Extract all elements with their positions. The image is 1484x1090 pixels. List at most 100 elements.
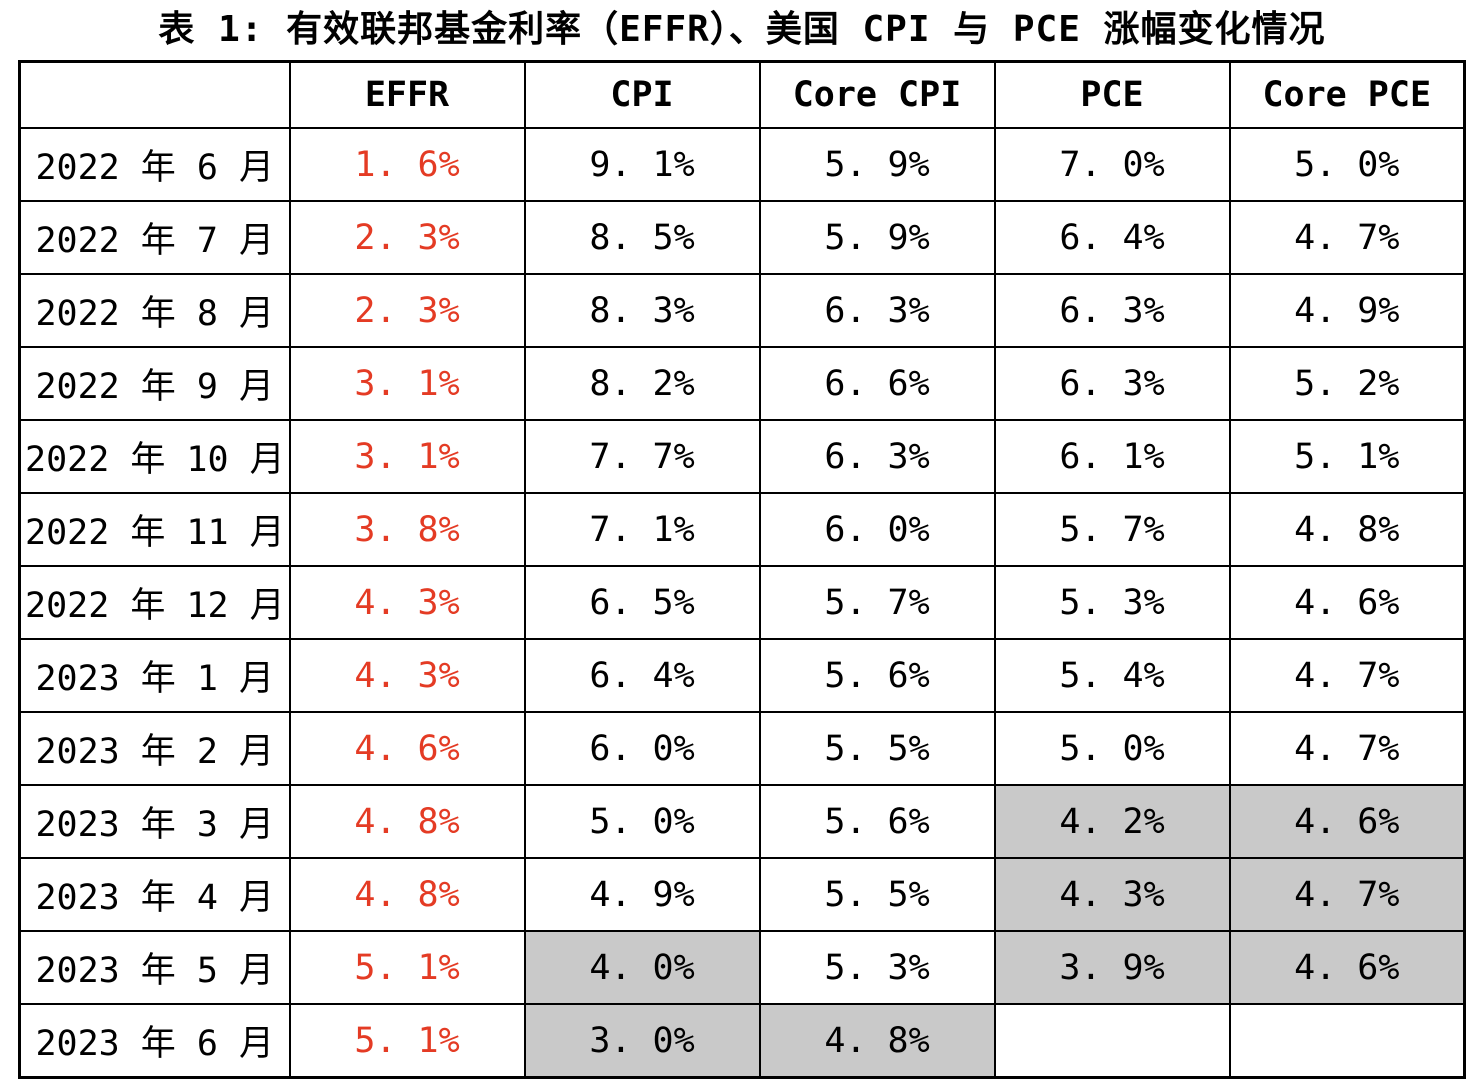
effr-cell: 3. 1% — [288, 346, 526, 421]
core-cpi-cell: 6. 3% — [758, 419, 996, 494]
header-core-cpi: Core CPI — [758, 60, 996, 129]
pce-cell: 5. 0% — [993, 711, 1231, 786]
header-row: EFFR CPI Core CPI PCE Core PCE — [18, 60, 1466, 129]
row-label: 2022 年 11 月 — [18, 492, 291, 567]
cpi-cell: 8. 3% — [523, 273, 761, 348]
core-pce-cell: 4. 6% — [1228, 565, 1466, 640]
pce-cell: 5. 4% — [993, 638, 1231, 713]
row-label: 2023 年 5 月 — [18, 930, 291, 1005]
core-pce-cell: 4. 6% — [1228, 930, 1466, 1005]
pce-cell: 5. 3% — [993, 565, 1231, 640]
core-cpi-cell: 5. 6% — [758, 638, 996, 713]
core-pce-cell: 5. 1% — [1228, 419, 1466, 494]
row-label: 2022 年 8 月 — [18, 273, 291, 348]
core-pce-cell — [1228, 1003, 1466, 1079]
row-label: 2023 年 3 月 — [18, 784, 291, 859]
row-label: 2022 年 7 月 — [18, 200, 291, 275]
table-title: 表 1: 有效联邦基金利率（EFFR）、美国 CPI 与 PCE 涨幅变化情况 — [158, 9, 1326, 50]
table-row: 2023 年 6 月 5. 1% 3. 0% 4. 8% — [18, 1003, 1466, 1079]
header-cpi: CPI — [523, 60, 761, 129]
core-cpi-cell: 5. 9% — [758, 127, 996, 202]
pce-cell: 6. 4% — [993, 200, 1231, 275]
effr-cell: 4. 8% — [288, 857, 526, 932]
effr-cell: 3. 8% — [288, 492, 526, 567]
pce-cell: 6. 3% — [993, 346, 1231, 421]
core-pce-cell: 4. 7% — [1228, 857, 1466, 932]
core-cpi-cell: 5. 9% — [758, 200, 996, 275]
cpi-cell: 3. 0% — [523, 1003, 761, 1079]
core-pce-cell: 4. 6% — [1228, 784, 1466, 859]
row-label: 2022 年 12 月 — [18, 565, 291, 640]
core-pce-cell: 4. 8% — [1228, 492, 1466, 567]
effr-cell: 3. 1% — [288, 419, 526, 494]
effr-cell: 4. 6% — [288, 711, 526, 786]
core-cpi-cell: 5. 7% — [758, 565, 996, 640]
table-row: 2022 年 8 月 2. 3% 8. 3% 6. 3% 6. 3% 4. 9% — [18, 273, 1466, 348]
effr-cell: 2. 3% — [288, 200, 526, 275]
core-cpi-cell: 5. 5% — [758, 711, 996, 786]
pce-cell — [993, 1003, 1231, 1079]
effr-cell: 4. 8% — [288, 784, 526, 859]
core-pce-cell: 4. 9% — [1228, 273, 1466, 348]
table-body: 2022 年 6 月 1. 6% 9. 1% 5. 9% 7. 0% 5. 0% 2022 … — [18, 127, 1466, 1079]
cpi-cell: 4. 0% — [523, 930, 761, 1005]
row-label: 2023 年 2 月 — [18, 711, 291, 786]
table-row: 2023 年 4 月 4. 8% 4. 9% 5. 5% 4. 3% 4. 7% — [18, 857, 1466, 932]
cpi-cell: 8. 2% — [523, 346, 761, 421]
table-row: 2023 年 3 月 4. 8% 5. 0% 5. 6% 4. 2% 4. 6% — [18, 784, 1466, 859]
row-label: 2023 年 1 月 — [18, 638, 291, 713]
core-pce-cell: 4. 7% — [1228, 638, 1466, 713]
core-pce-cell: 4. 7% — [1228, 200, 1466, 275]
pce-cell: 6. 1% — [993, 419, 1231, 494]
core-cpi-cell: 6. 3% — [758, 273, 996, 348]
pce-cell: 4. 3% — [993, 857, 1231, 932]
core-pce-cell: 5. 2% — [1228, 346, 1466, 421]
cpi-cell: 6. 4% — [523, 638, 761, 713]
table-row: 2023 年 1 月 4. 3% 6. 4% 5. 6% 5. 4% 4. 7% — [18, 638, 1466, 713]
core-cpi-cell: 6. 6% — [758, 346, 996, 421]
header-pce: PCE — [993, 60, 1231, 129]
cpi-cell: 6. 0% — [523, 711, 761, 786]
row-label: 2023 年 4 月 — [18, 857, 291, 932]
table-row: 2022 年 10 月 3. 1% 7. 7% 6. 3% 6. 1% 5. 1% — [18, 419, 1466, 494]
cpi-cell: 7. 1% — [523, 492, 761, 567]
effr-cell: 5. 1% — [288, 1003, 526, 1079]
cpi-cell: 9. 1% — [523, 127, 761, 202]
pce-cell: 6. 3% — [993, 273, 1231, 348]
table-row: 2022 年 9 月 3. 1% 8. 2% 6. 6% 6. 3% 5. 2% — [18, 346, 1466, 421]
data-table: EFFR CPI Core CPI PCE Core PCE 2022 年 6 … — [18, 60, 1466, 1079]
table-row: 2023 年 5 月 5. 1% 4. 0% 5. 3% 3. 9% 4. 6% — [18, 930, 1466, 1005]
table-row: 2022 年 7 月 2. 3% 8. 5% 5. 9% 6. 4% 4. 7% — [18, 200, 1466, 275]
effr-cell: 4. 3% — [288, 565, 526, 640]
table-row: 2023 年 2 月 4. 6% 6. 0% 5. 5% 5. 0% 4. 7% — [18, 711, 1466, 786]
core-cpi-cell: 5. 5% — [758, 857, 996, 932]
table-row: 2022 年 6 月 1. 6% 9. 1% 5. 9% 7. 0% 5. 0% — [18, 127, 1466, 202]
effr-cell: 5. 1% — [288, 930, 526, 1005]
pce-cell: 3. 9% — [993, 930, 1231, 1005]
table-row: 2022 年 12 月 4. 3% 6. 5% 5. 7% 5. 3% 4. 6% — [18, 565, 1466, 640]
header-empty — [18, 60, 291, 129]
row-label: 2022 年 9 月 — [18, 346, 291, 421]
core-cpi-cell: 4. 8% — [758, 1003, 996, 1079]
table-row: 2022 年 11 月 3. 8% 7. 1% 6. 0% 5. 7% 4. 8% — [18, 492, 1466, 567]
row-label: 2023 年 6 月 — [18, 1003, 291, 1079]
header-effr: EFFR — [288, 60, 526, 129]
header-core-pce: Core PCE — [1228, 60, 1466, 129]
effr-cell: 2. 3% — [288, 273, 526, 348]
core-pce-cell: 5. 0% — [1228, 127, 1466, 202]
cpi-cell: 8. 5% — [523, 200, 761, 275]
cpi-cell: 7. 7% — [523, 419, 761, 494]
effr-cell: 4. 3% — [288, 638, 526, 713]
core-cpi-cell: 5. 3% — [758, 930, 996, 1005]
cpi-cell: 6. 5% — [523, 565, 761, 640]
effr-cell: 1. 6% — [288, 127, 526, 202]
cpi-cell: 4. 9% — [523, 857, 761, 932]
pce-cell: 5. 7% — [993, 492, 1231, 567]
core-pce-cell: 4. 7% — [1228, 711, 1466, 786]
pce-cell: 4. 2% — [993, 784, 1231, 859]
row-label: 2022 年 10 月 — [18, 419, 291, 494]
row-label: 2022 年 6 月 — [18, 127, 291, 202]
cpi-cell: 5. 0% — [523, 784, 761, 859]
core-cpi-cell: 5. 6% — [758, 784, 996, 859]
